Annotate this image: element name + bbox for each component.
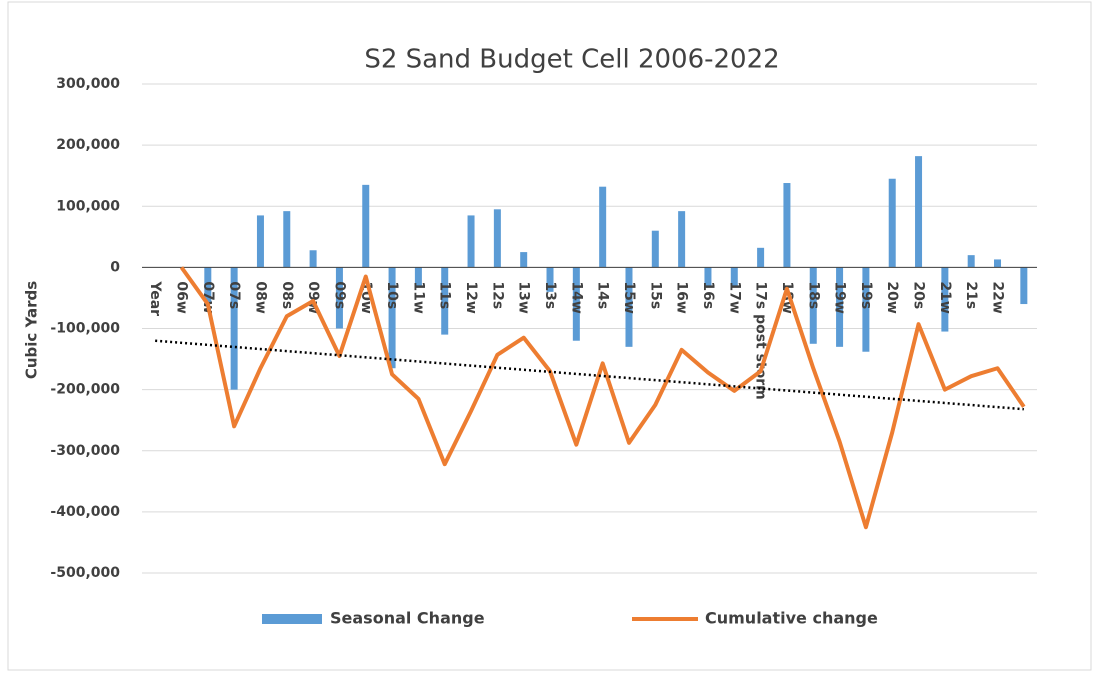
x-tick-label: 11w [410, 281, 426, 313]
y-tick-label: -400,000 [50, 504, 120, 520]
y-tick-label: -300,000 [50, 443, 120, 459]
legend-label: Seasonal Change [330, 609, 485, 628]
bar [836, 267, 844, 347]
x-tick-label: 06w [173, 281, 189, 313]
bar [204, 267, 212, 305]
y-tick-label: 200,000 [56, 137, 120, 153]
bar [599, 186, 607, 268]
bar [915, 156, 923, 268]
y-axis-title: Cubic Yards [23, 281, 41, 379]
x-tick-label: 19w [832, 281, 848, 313]
x-tick-label: 09s [331, 281, 347, 309]
chart-title: S2 Sand Budget Cell 2006-2022 [364, 45, 779, 75]
x-tick-label: 12s [489, 281, 505, 309]
bar [809, 267, 817, 344]
bar [967, 255, 975, 268]
x-tick-label: 13w [516, 281, 532, 313]
x-tick-label: 10s [384, 281, 400, 309]
legend-label: Cumulative change [705, 609, 878, 628]
x-tick-label: 08s [279, 281, 295, 309]
x-tick-label: 21w [937, 281, 953, 313]
bar [888, 178, 896, 268]
bar [230, 267, 238, 390]
y-tick-label: 300,000 [56, 76, 120, 92]
chart-border [7, 1, 1092, 671]
x-tick-label: 12w [463, 281, 479, 313]
x-tick-label: 16s [700, 281, 716, 309]
trendline [155, 339, 1024, 411]
bar [651, 230, 659, 268]
bar [414, 267, 422, 286]
bar [625, 267, 633, 347]
x-tick-label: Year [147, 280, 163, 316]
x-tick-label: 07s [226, 281, 242, 309]
y-tick-label: -200,000 [50, 382, 120, 398]
bar [335, 267, 343, 329]
bar [1020, 267, 1028, 305]
bar [520, 252, 528, 268]
bar [283, 211, 291, 268]
bar [493, 209, 501, 268]
x-tick-label: 14s [595, 281, 611, 309]
bar [441, 267, 449, 335]
bar [572, 267, 580, 341]
y-tick-label: 0 [110, 259, 120, 275]
bar [757, 247, 765, 268]
y-tick-label: -500,000 [50, 565, 120, 581]
bar [309, 250, 317, 268]
x-tick-label: 15w [621, 281, 637, 313]
bar [994, 259, 1002, 268]
bar [546, 267, 554, 292]
bar [467, 215, 475, 268]
x-tick-label: 19s [858, 281, 874, 309]
x-tick-label: 08w [252, 281, 268, 313]
x-tick-label: 17s post storm [753, 281, 769, 399]
x-tick-label: 21s [963, 281, 979, 309]
bar [362, 184, 370, 268]
legend-swatch [262, 614, 322, 624]
y-tick-label: 100,000 [56, 198, 120, 214]
bar [704, 267, 712, 286]
bar [783, 183, 791, 268]
bar [941, 267, 949, 332]
bar [678, 211, 686, 268]
x-tick-label: 18s [805, 281, 821, 309]
x-tick-label: 22w [990, 281, 1006, 313]
y-tick-label: -100,000 [50, 321, 120, 337]
x-tick-label: 13s [542, 281, 558, 309]
x-tick-label: 20s [911, 281, 927, 309]
line-series [179, 266, 1026, 530]
x-tick-label: 20w [884, 281, 900, 313]
bar [256, 215, 264, 268]
x-tick-label: 17w [726, 281, 742, 313]
x-tick-label: 16w [674, 281, 690, 313]
x-tick-label: 15s [647, 281, 663, 309]
x-tick-label: 11s [437, 281, 453, 309]
bar [388, 267, 396, 369]
x-tick-label: 07w [200, 281, 216, 313]
bar [862, 267, 870, 352]
bar [730, 267, 738, 286]
x-tick-label: 14w [568, 281, 584, 313]
